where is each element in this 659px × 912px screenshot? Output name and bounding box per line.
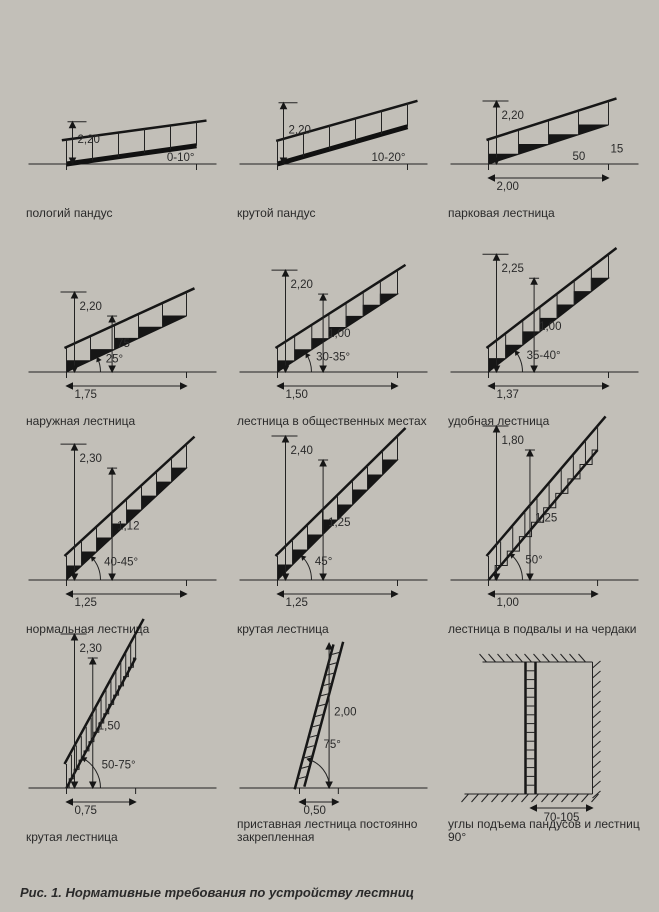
svg-text:2,20: 2,20 — [78, 134, 100, 146]
svg-text:1,80: 1,80 — [502, 435, 524, 447]
diagram-caption: крутой пандус — [237, 207, 434, 220]
diagram-svg: 2,30 1,50 50-75° 0,75 — [20, 644, 225, 844]
svg-text:2,20: 2,20 — [291, 279, 313, 291]
svg-text:40-45°: 40-45° — [104, 557, 138, 569]
diagram-normal-stair: 2,30 1,12 40-45° 1,25 нормальная лестница — [20, 436, 225, 636]
diagram-park-stair: 2,20 2,00 50 15 парковая лестница — [442, 20, 647, 220]
diagram-very-steep-stair: 2,30 1,50 50-75° 0,75 крутая лестница — [20, 644, 225, 844]
svg-text:2,30: 2,30 — [80, 453, 102, 465]
diagram-caption: наружная лестница — [26, 415, 223, 428]
diagram-basement-attic: 1,80 1,25 50° 1,00 лестница в подвалы и на ч… — [442, 436, 647, 636]
diagram-ramp-shallow: 2,20 0-10° пологий пандус — [20, 20, 225, 220]
diagram-caption: крутая лестница — [26, 831, 223, 844]
diagram-caption: лестница в общественных местах — [237, 415, 434, 428]
diagram-svg: 75° 2,00 0,50 — [231, 644, 436, 844]
diagram-svg: 2,25 1,00 35-40° 1,37 — [442, 228, 647, 428]
svg-text:10-20°: 10-20° — [371, 152, 405, 164]
svg-text:2,20: 2,20 — [289, 124, 311, 136]
diagram-caption: приставная лестница постоянно закрепленн… — [237, 818, 434, 844]
svg-text:2,00: 2,00 — [497, 181, 519, 193]
diagram-grid: 2,20 0-10° пологий пандус 2,20 10-20° крутой … — [20, 20, 647, 844]
svg-text:0,50: 0,50 — [304, 805, 326, 817]
svg-text:1,00: 1,00 — [497, 597, 519, 609]
svg-text:15: 15 — [611, 143, 624, 155]
diagram-svg: 2,20 75 25° 1,75 — [20, 228, 225, 428]
diagram-svg: 1,80 1,25 50° 1,00 — [442, 436, 647, 636]
diagram-svg: 2,20 0-10° — [20, 20, 225, 220]
page: 2,20 0-10° пологий пандус 2,20 10-20° крутой … — [0, 0, 659, 912]
svg-text:1,12: 1,12 — [117, 521, 139, 533]
svg-text:75°: 75° — [324, 739, 341, 751]
diagram-caption: углы подъема пандусов и лестниц 90° — [448, 818, 645, 844]
svg-text:75: 75 — [117, 338, 130, 350]
svg-text:2,20: 2,20 — [502, 110, 524, 122]
svg-text:25°: 25° — [106, 354, 123, 366]
svg-text:35-40°: 35-40° — [527, 350, 561, 362]
diagram-comfortable-stair: 2,25 1,00 35-40° 1,37 удобная лестница — [442, 228, 647, 428]
diagram-fixed-ladder: 75° 2,00 0,50приставная лестница постоянно… — [231, 644, 436, 844]
svg-text:1,25: 1,25 — [286, 597, 308, 609]
svg-text:1,00: 1,00 — [328, 328, 350, 340]
diagram-vertical-ladder: 70-105углы подъема пандусов и лестниц 90… — [442, 644, 647, 844]
svg-text:2,20: 2,20 — [80, 301, 102, 313]
svg-text:1,00: 1,00 — [539, 321, 561, 333]
svg-text:45°: 45° — [315, 556, 332, 568]
svg-text:2,30: 2,30 — [80, 643, 102, 655]
diagram-ramp-steep: 2,20 10-20° крутой пандус — [231, 20, 436, 220]
svg-text:1,25: 1,25 — [328, 517, 350, 529]
diagram-caption: нормальная лестница — [26, 623, 223, 636]
svg-text:2,40: 2,40 — [291, 445, 313, 457]
diagram-caption: пологий пандус — [26, 207, 223, 220]
svg-text:30-35°: 30-35° — [316, 351, 350, 363]
svg-text:50: 50 — [573, 151, 586, 163]
diagram-steep-stair: 2,40 1,25 45° 1,25 крутая лестница — [231, 436, 436, 636]
svg-text:1,50: 1,50 — [286, 389, 308, 401]
diagram-caption: парковая лестница — [448, 207, 645, 220]
diagram-public-stair: 2,20 1,00 30-35° 1,50 лестница в общественны… — [231, 228, 436, 428]
svg-text:1,25: 1,25 — [535, 513, 557, 525]
svg-text:1,50: 1,50 — [98, 721, 120, 733]
diagram-svg: 70-105 — [442, 644, 647, 844]
diagram-svg: 2,20 2,00 50 15 — [442, 20, 647, 220]
diagram-svg: 2,30 1,12 40-45° 1,25 — [20, 436, 225, 636]
svg-text:50°: 50° — [525, 555, 542, 567]
diagram-exterior-stair: 2,20 75 25° 1,75 наружная лестница — [20, 228, 225, 428]
svg-text:1,37: 1,37 — [497, 389, 519, 401]
svg-text:0-10°: 0-10° — [167, 152, 195, 164]
svg-text:0,75: 0,75 — [75, 805, 97, 817]
svg-text:1,75: 1,75 — [75, 389, 97, 401]
diagram-caption: лестница в подвалы и на чердаки — [448, 623, 645, 636]
diagram-svg: 2,20 1,00 30-35° 1,50 — [231, 228, 436, 428]
diagram-caption: крутая лестница — [237, 623, 434, 636]
figure-caption: Рис. 1. Нормативные требования по устрой… — [20, 885, 414, 900]
svg-text:50-75°: 50-75° — [102, 759, 136, 771]
svg-text:2,00: 2,00 — [334, 707, 356, 719]
diagram-caption: удобная лестница — [448, 415, 645, 428]
diagram-svg: 2,40 1,25 45° 1,25 — [231, 436, 436, 636]
diagram-svg: 2,20 10-20° — [231, 20, 436, 220]
svg-text:2,25: 2,25 — [502, 263, 524, 275]
svg-text:1,25: 1,25 — [75, 597, 97, 609]
